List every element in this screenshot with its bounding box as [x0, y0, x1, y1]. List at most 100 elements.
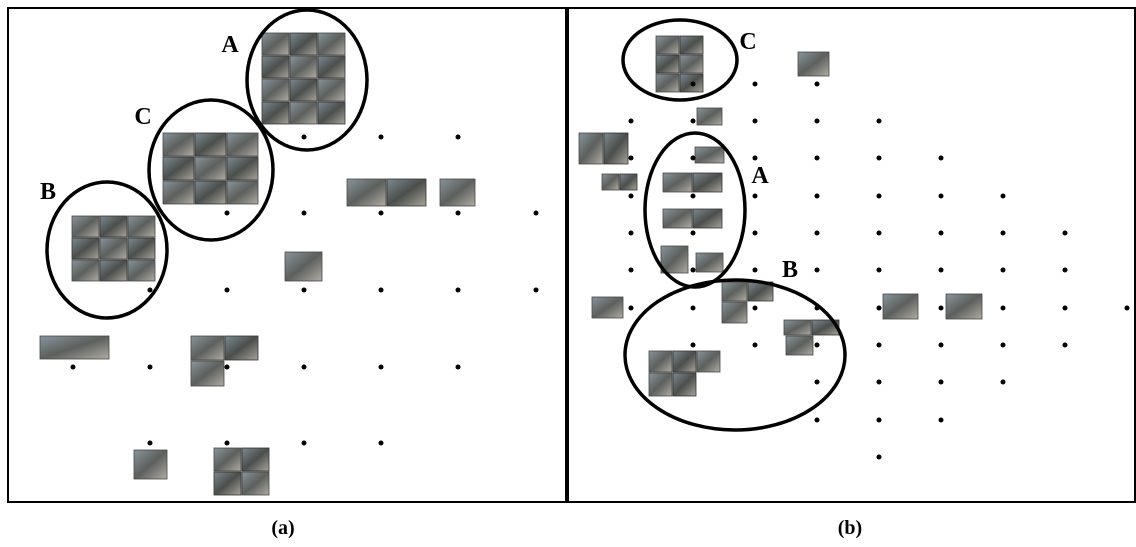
thumbnail — [71, 259, 100, 282]
dot — [690, 342, 696, 348]
cluster-outline — [643, 131, 747, 289]
dot — [814, 267, 820, 273]
dot — [378, 364, 384, 370]
dot — [876, 454, 882, 460]
dot — [147, 440, 153, 446]
dot — [1062, 230, 1068, 236]
dot — [70, 364, 76, 370]
thumbnail — [648, 350, 673, 373]
cluster-label: B — [40, 179, 56, 205]
dot — [752, 267, 758, 273]
dot — [938, 417, 944, 423]
dot — [628, 230, 634, 236]
thumbnail — [695, 252, 724, 273]
dot — [876, 379, 882, 385]
dot — [752, 155, 758, 161]
thumbnail — [317, 32, 346, 56]
thumbnail — [783, 319, 812, 336]
dot — [1000, 267, 1006, 273]
dot — [938, 305, 944, 311]
thumbnail — [655, 54, 680, 74]
dot — [876, 417, 882, 423]
thumbnail — [224, 335, 259, 361]
dot — [301, 134, 307, 140]
dot — [1062, 267, 1068, 273]
dot — [378, 134, 384, 140]
thumbnail — [99, 237, 128, 260]
dot — [690, 155, 696, 161]
dot — [1062, 342, 1068, 348]
dot — [814, 342, 820, 348]
dot — [628, 155, 634, 161]
cluster-outline — [45, 180, 169, 320]
cluster-outline — [623, 278, 847, 432]
dot — [690, 230, 696, 236]
thumbnail — [261, 55, 290, 79]
dot — [876, 155, 882, 161]
thumbnail — [261, 101, 290, 125]
cluster-outline — [245, 8, 369, 152]
thumbnail — [289, 32, 318, 56]
thumbnail — [696, 107, 723, 126]
dot — [690, 118, 696, 124]
dot — [814, 81, 820, 87]
thumbnail — [241, 447, 270, 472]
thumbnail — [133, 449, 168, 480]
dot — [1062, 305, 1068, 311]
dot — [690, 267, 696, 273]
dot — [814, 193, 820, 199]
dot — [378, 440, 384, 446]
dot — [378, 210, 384, 216]
thumbnail — [127, 237, 156, 260]
thumbnail — [213, 471, 242, 496]
dot — [224, 210, 230, 216]
dot — [533, 287, 539, 293]
thumbnail — [386, 178, 427, 207]
thumbnail — [226, 180, 259, 205]
thumbnail — [194, 132, 227, 157]
dot — [876, 305, 882, 311]
thumbnail — [439, 178, 476, 207]
dot — [752, 230, 758, 236]
thumbnail — [194, 156, 227, 181]
dot — [938, 379, 944, 385]
dot — [224, 364, 230, 370]
dot — [378, 287, 384, 293]
thumbnail — [601, 173, 620, 191]
thumbnail — [261, 32, 290, 56]
thumbnail — [213, 447, 242, 472]
panel-frame — [7, 7, 567, 503]
thumbnail — [662, 172, 693, 193]
thumbnail — [162, 180, 195, 205]
thumbnail — [226, 132, 259, 157]
dot — [876, 342, 882, 348]
thumbnail — [655, 73, 680, 93]
thumbnail — [945, 293, 983, 320]
dot — [224, 440, 230, 446]
dot — [938, 342, 944, 348]
dot — [752, 118, 758, 124]
dot — [455, 210, 461, 216]
dot — [1000, 379, 1006, 385]
thumbnail — [226, 156, 259, 181]
thumbnail — [648, 372, 673, 397]
thumbnail — [162, 132, 195, 157]
thumbnail — [190, 360, 225, 387]
thumbnail — [241, 471, 270, 496]
dot — [628, 193, 634, 199]
panel — [567, 7, 1136, 503]
thumbnail — [619, 173, 638, 191]
thumbnail — [346, 178, 387, 207]
thumbnails — [39, 32, 983, 496]
dot — [690, 81, 696, 87]
thumbnail — [71, 215, 100, 238]
dot — [1000, 342, 1006, 348]
thumbnail — [99, 215, 128, 238]
thumbnail — [289, 78, 318, 102]
dot — [752, 342, 758, 348]
dot — [455, 287, 461, 293]
dot — [1000, 305, 1006, 311]
dot — [690, 305, 696, 311]
dot — [938, 267, 944, 273]
